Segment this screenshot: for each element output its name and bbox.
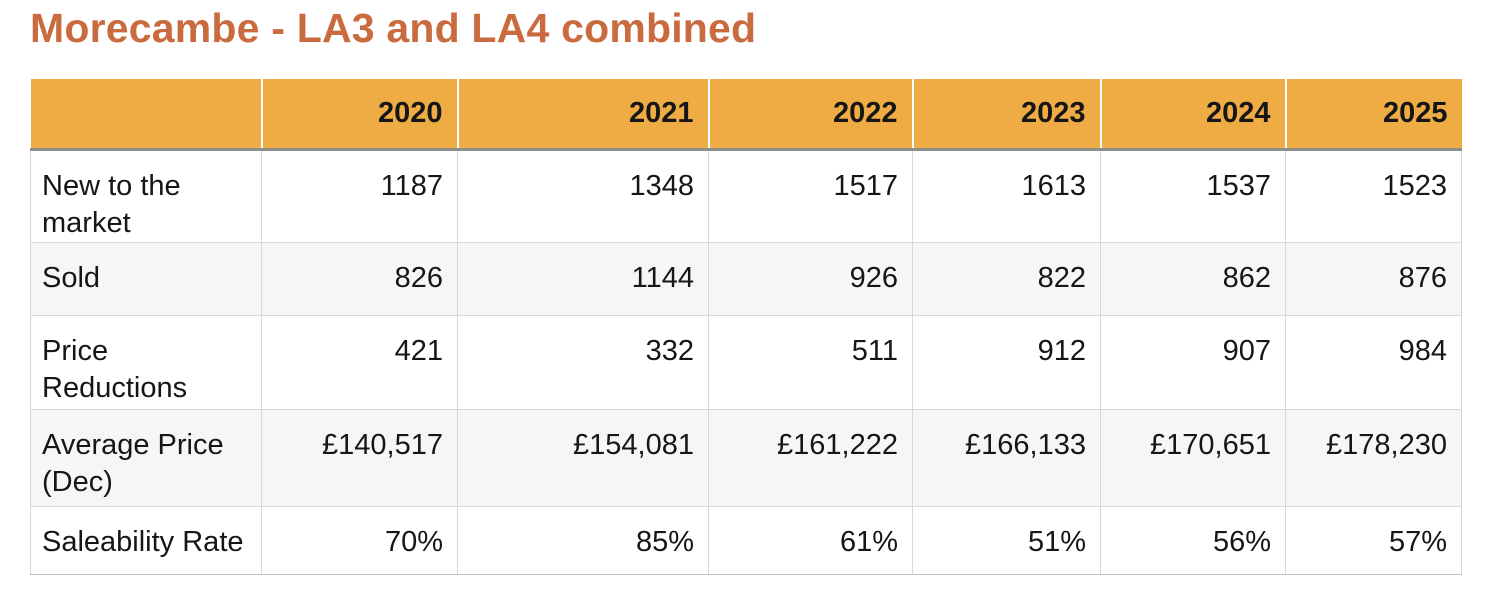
row-label-price-reductions: Price Reductions — [30, 314, 262, 410]
row-label-average-price: Average Price (Dec) — [30, 408, 262, 507]
col-header-year: 2023 — [911, 79, 1101, 151]
table-row-price-reductions: Price Reductions 421 332 511 912 907 984 — [30, 314, 1462, 410]
header-row: 2020 2021 2022 2023 2024 2025 — [30, 79, 1462, 151]
header-blank-cell — [30, 79, 262, 151]
table-row-average-price: Average Price (Dec) £140,517 £154,081 £1… — [30, 408, 1462, 507]
page: Morecambe - LA3 and LA4 combined 2020 20… — [30, 5, 1462, 575]
value-cell: 61% — [708, 505, 913, 575]
table-row-sold: Sold 826 1144 926 822 862 876 — [30, 241, 1462, 316]
value-cell: 421 — [261, 314, 458, 410]
value-cell: 822 — [912, 241, 1101, 316]
value-cell: 1613 — [912, 148, 1101, 243]
value-cell: 876 — [1285, 241, 1462, 316]
value-cell: £178,230 — [1285, 408, 1462, 507]
page-title: Morecambe - LA3 and LA4 combined — [30, 5, 757, 51]
value-cell: 56% — [1100, 505, 1286, 575]
value-cell: 70% — [261, 505, 458, 575]
value-cell: £161,222 — [708, 408, 913, 507]
value-cell: £166,133 — [912, 408, 1101, 507]
row-label-sold: Sold — [30, 241, 262, 316]
value-cell: 862 — [1100, 241, 1286, 316]
value-cell: 907 — [1100, 314, 1286, 410]
value-cell: 826 — [261, 241, 458, 316]
value-cell: 511 — [708, 314, 913, 410]
value-cell: £154,081 — [457, 408, 709, 507]
value-cell: 984 — [1285, 314, 1462, 410]
value-cell: 1523 — [1285, 148, 1462, 243]
col-header-year: 2022 — [707, 79, 913, 151]
col-header-year: 2020 — [260, 79, 458, 151]
value-cell: £170,651 — [1100, 408, 1286, 507]
row-label-new-to-market: New to the market — [30, 148, 262, 243]
value-cell: 1537 — [1100, 148, 1286, 243]
value-cell: 51% — [912, 505, 1101, 575]
col-header-year: 2021 — [456, 79, 709, 151]
value-cell: 912 — [912, 314, 1101, 410]
value-cell: 1144 — [457, 241, 709, 316]
value-cell: 926 — [708, 241, 913, 316]
value-cell: 1348 — [457, 148, 709, 243]
value-cell: 57% — [1285, 505, 1462, 575]
value-cell: 1517 — [708, 148, 913, 243]
stats-table: 2020 2021 2022 2023 2024 2025 New to the… — [30, 79, 1462, 575]
col-header-year: 2025 — [1284, 79, 1462, 151]
table-row-new-to-market: New to the market 1187 1348 1517 1613 15… — [30, 148, 1462, 243]
value-cell: 1187 — [261, 148, 458, 243]
col-header-year: 2024 — [1099, 79, 1286, 151]
value-cell: 85% — [457, 505, 709, 575]
row-label-saleability-rate: Saleability Rate — [30, 505, 262, 575]
value-cell: 332 — [457, 314, 709, 410]
table-row-saleability-rate: Saleability Rate 70% 85% 61% 51% 56% 57% — [30, 505, 1462, 575]
value-cell: £140,517 — [261, 408, 458, 507]
